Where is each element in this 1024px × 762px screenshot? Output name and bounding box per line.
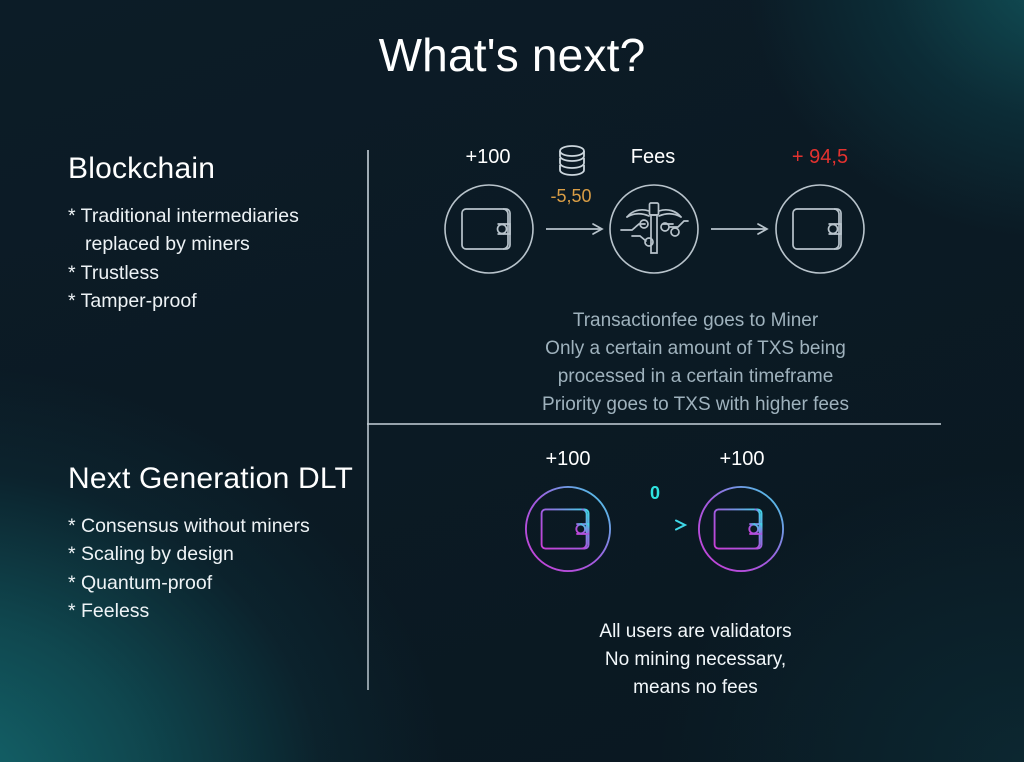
arrow-right-icon: [711, 222, 773, 236]
arrow-right-icon: [546, 222, 608, 236]
bullet-text: * Traditional intermediaries: [68, 205, 299, 227]
list-item: * Trustless: [68, 261, 160, 284]
miner-title-label: Fees: [630, 146, 676, 168]
caption-line: No mining necessary,: [604, 649, 787, 671]
caption-line: means no fees: [633, 677, 758, 699]
blockchain-caption: Transactionfee goes to Miner Only a cert…: [367, 307, 1024, 419]
caption-line: Priority goes to TXS with higher fees: [542, 394, 849, 416]
wallet-icon: [461, 208, 511, 250]
list-item: * Quantum-proof: [68, 571, 213, 594]
sender-amount-label: +100: [465, 146, 511, 168]
caption-line: processed in a certain timeframe: [557, 366, 834, 388]
list-item: * Consensus without miners: [68, 515, 310, 537]
fee-amount-label: -5,50: [550, 186, 592, 206]
sender-wallet-node: [443, 183, 535, 275]
wallet-gradient-icon: [540, 508, 590, 550]
list-item: * Feeless: [68, 600, 150, 623]
caption-line: Only a certain amount of TXS being: [545, 338, 846, 360]
dlt-heading: Next Generation DLT: [68, 462, 354, 495]
dlt-fee-amount-label: 0: [649, 483, 660, 503]
list-item: * Scaling by design: [68, 543, 234, 566]
dlt-section: Next Generation DLT * Consensus without …: [68, 462, 368, 626]
receiver-amount-label: + 94,5: [791, 146, 849, 168]
dlt-sender-wallet-node: [523, 484, 613, 574]
dlt-receiver-amount-label: +100: [719, 448, 765, 470]
blockchain-heading: Blockchain: [68, 152, 216, 185]
miner-node: [608, 183, 700, 275]
vertical-divider: [367, 150, 369, 690]
caption-line: All users are validators: [599, 621, 792, 642]
bullet-continuation: replaced by miners: [85, 233, 250, 256]
dlt-receiver-wallet-node: [696, 484, 786, 574]
receiver-wallet-node: [774, 183, 866, 275]
coin-stack-icon: [556, 144, 588, 180]
list-item: * Traditional intermediaries replaced by…: [68, 202, 368, 259]
blockchain-bullet-list: * Traditional intermediaries replaced by…: [68, 202, 368, 316]
dlt-sender-amount-label: +100: [545, 448, 591, 470]
dlt-caption: All users are validators No mining neces…: [367, 618, 1024, 702]
list-item: * Tamper-proof: [68, 290, 197, 313]
wallet-icon: [792, 208, 842, 250]
dlt-bullet-list: * Consensus without miners * Scaling by …: [68, 512, 368, 626]
page-title: What's next?: [378, 29, 646, 81]
wallet-gradient-icon: [713, 508, 763, 550]
blockchain-section: Blockchain * Traditional intermediaries …: [68, 152, 368, 316]
caption-line: Transactionfee goes to Miner: [572, 310, 819, 331]
pickaxe-circuit-icon: [620, 202, 689, 254]
arrow-right-gradient-icon: [622, 518, 692, 532]
horizontal-divider: [367, 423, 941, 425]
